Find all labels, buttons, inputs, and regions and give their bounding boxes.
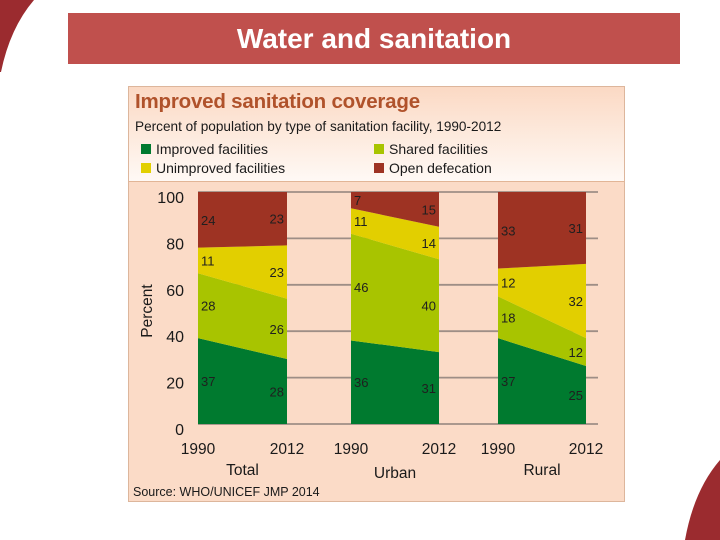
area-unimproved-facilities-urban [351,208,439,260]
area-unimproved-facilities-total [198,245,287,299]
data-label-rural-1990: 18 [501,310,515,325]
data-label-total-2012: 28 [270,385,284,400]
corner-decoration-bottom-right [685,460,720,540]
legend-item-improved: Improved facilities [141,140,374,157]
data-label-total-2012: 23 [270,212,284,227]
data-label-urban-2012: 31 [422,381,436,396]
area-shared-facilities-rural [498,296,586,366]
area-open-defecation-urban [351,192,439,227]
data-label-rural-2012: 32 [569,294,583,309]
legend-item-open-defecation: Open defecation [374,159,607,176]
chart-panel: Improved sanitation coverage Percent of … [128,86,625,502]
legend-item-unimproved: Unimproved facilities [141,159,374,176]
y-tick-label: 0 [175,422,184,439]
x-tick-label: 1990 [181,441,216,458]
y-axis-title: Percent [139,284,156,338]
group-label-urban: Urban [374,465,416,482]
y-tick-label: 80 [166,236,184,253]
x-tick-label: 1990 [334,441,369,458]
chart-header: Improved sanitation coverage Percent of … [129,87,624,182]
x-tick-label: 2012 [569,441,603,458]
chart-title: Improved sanitation coverage [135,90,420,113]
data-label-urban-1990: 7 [354,193,361,208]
legend-label: Shared facilities [389,140,488,157]
data-label-rural-2012: 12 [569,345,583,360]
data-label-rural-1990: 12 [501,275,515,290]
area-open-defecation-total [198,192,287,248]
data-label-total-2012: 23 [270,265,284,280]
data-label-total-1990: 28 [201,299,215,314]
data-label-urban-1990: 36 [354,375,368,390]
area-shared-facilities-urban [351,233,439,353]
legend-label: Unimproved facilities [156,159,286,176]
data-label-total-2012: 26 [270,322,284,337]
data-label-rural-1990: 33 [501,223,515,238]
area-shared-facilities-total [198,273,287,360]
slide-title-bar: Water and sanitation [68,13,680,64]
data-label-urban-2012: 14 [422,236,436,251]
slide-title: Water and sanitation [236,22,512,54]
chart-subtitle: Percent of population by type of sanitat… [135,119,502,134]
y-tick-label: 100 [157,190,184,207]
group-label-total: Total [226,462,259,479]
area-open-defecation-rural [498,192,586,269]
chart-source: Source: WHO/UNICEF JMP 2014 [133,485,320,499]
legend-label: Open defecation [389,159,492,176]
y-tick-label: 40 [166,329,184,346]
data-label-rural-1990: 37 [501,374,515,389]
data-label-urban-2012: 40 [422,299,436,314]
legend-swatch-improved [141,143,151,154]
chart-legend: Improved facilities Shared facilities Un… [141,140,611,176]
data-label-urban-1990: 11 [354,214,368,229]
data-label-urban-1990: 46 [354,280,368,295]
data-label-rural-2012: 25 [569,388,583,403]
y-tick-label: 60 [166,283,184,300]
area-improved-facilities-total [198,338,287,424]
data-label-total-1990: 11 [201,253,215,268]
area-improved-facilities-urban [351,340,439,424]
legend-swatch-open-defecation [374,162,384,173]
legend-swatch-unimproved [141,162,151,173]
x-tick-label: 2012 [422,441,456,458]
x-tick-label: 1990 [481,441,516,458]
data-label-rural-2012: 31 [569,221,583,236]
corner-decoration-top-left [0,0,34,72]
data-label-urban-2012: 15 [422,202,436,217]
legend-item-shared: Shared facilities [374,140,607,157]
group-label-rural: Rural [523,462,560,479]
y-tick-label: 20 [166,376,184,393]
legend-label: Improved facilities [156,140,269,157]
data-label-total-1990: 24 [201,213,215,228]
x-tick-label: 2012 [270,441,304,458]
chart-plot: 0 20 40 60 80 100 Percent 37 28 28 26 11 23 24 23 1990 2… [139,190,603,482]
legend-swatch-shared [374,143,384,154]
area-unimproved-facilities-rural [498,263,586,339]
area-improved-facilities-rural [498,338,586,424]
data-label-total-1990: 37 [201,374,215,389]
